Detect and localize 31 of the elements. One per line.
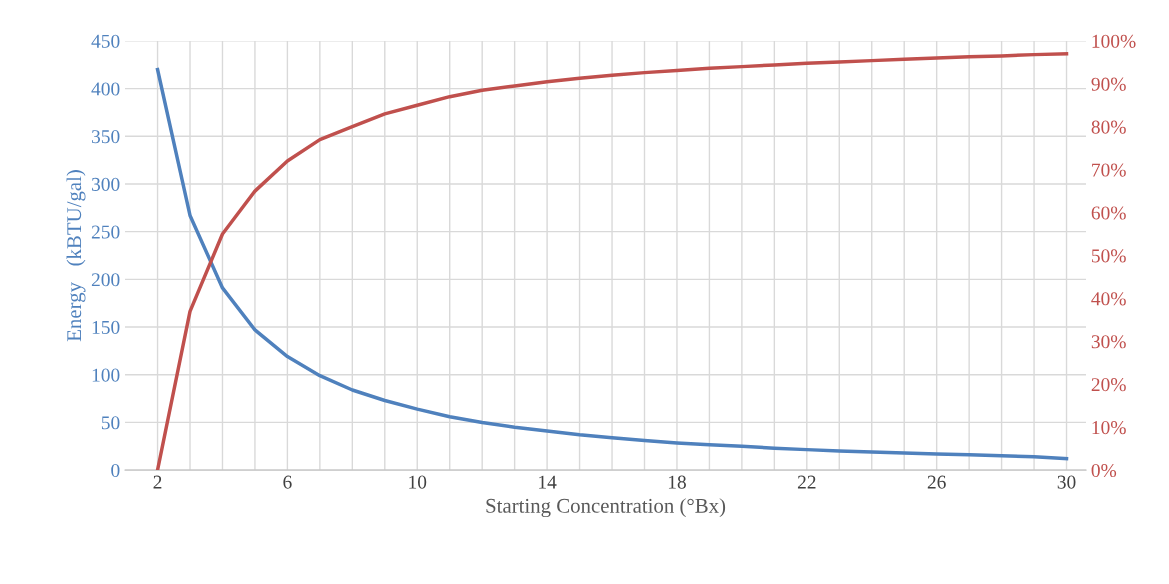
x-tick-label: 6 (283, 475, 292, 489)
y2-tick-label: 100% (1092, 34, 1136, 48)
y-tick-label: 350 (91, 130, 120, 144)
y2-tick-label: 0% (1091, 463, 1117, 478)
y-tick-label: 300 (91, 177, 120, 191)
y2-tick-label: 60% (1091, 206, 1126, 220)
y2-tick-label: 20% (1091, 378, 1126, 392)
y-tick-label: 100 (92, 368, 120, 382)
y-tick-label: 0 (111, 463, 120, 478)
y-tick-label: 450 (91, 34, 120, 48)
x-tick-label: 22 (797, 475, 816, 489)
y2-tick-label: 50% (1091, 249, 1126, 263)
y2-tick-label: 80% (1091, 120, 1126, 134)
y2-tick-label: 90% (1091, 77, 1126, 91)
y2-tick-label: 30% (1091, 335, 1126, 349)
y2-tick-label: 10% (1092, 421, 1126, 435)
y-axis-title: Energy (kBTU/gal) (66, 170, 86, 342)
y-tick-label: 150 (92, 320, 120, 334)
y-tick-label: 250 (91, 225, 120, 239)
y-tick-label: 400 (91, 82, 120, 96)
x-tick-label: 10 (409, 475, 427, 489)
y-tick-label: 200 (91, 273, 120, 287)
x-axis-title: Starting Concentration (°Bx) (486, 498, 726, 518)
y2-tick-label: 70% (1092, 163, 1126, 177)
y2-tick-label: 40% (1091, 292, 1126, 306)
x-tick-label: 2 (153, 475, 162, 489)
x-tick-label: 30 (1057, 475, 1076, 489)
y-tick-label: 50 (101, 416, 120, 430)
x-tick-label: 26 (927, 475, 946, 489)
x-tick-label: 18 (668, 475, 686, 489)
x-tick-label: 14 (539, 475, 557, 489)
